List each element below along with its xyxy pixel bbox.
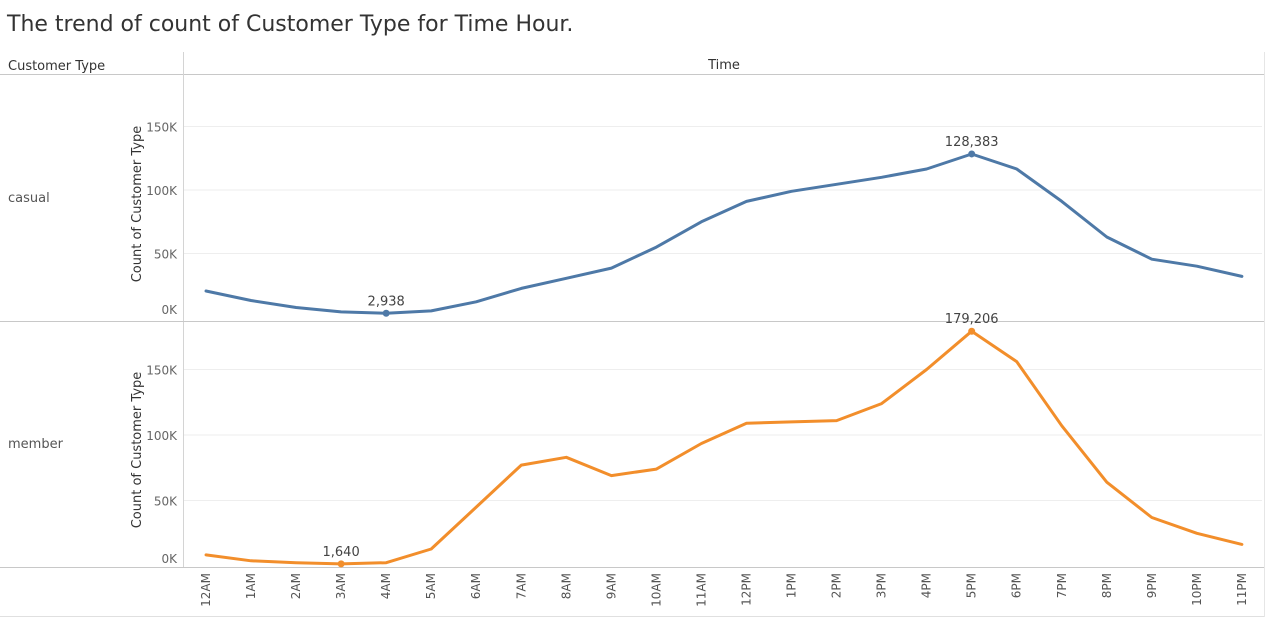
y-tick-label: 50K — [154, 248, 178, 262]
row-label-casual: casual — [8, 191, 50, 206]
row-label-member: member — [8, 437, 64, 452]
row-header: Customer Type — [8, 59, 105, 74]
x-tick-label: 8PM — [1100, 573, 1114, 598]
y-axis-title: Count of Customer Type — [130, 126, 145, 283]
x-tick-label: 8AM — [559, 573, 573, 599]
x-tick-label: 3AM — [334, 573, 348, 599]
y-tick-label: 100K — [146, 184, 178, 198]
x-tick-label: 1AM — [244, 573, 258, 599]
y-tick-label: 100K — [146, 429, 178, 443]
x-tick-labels: 12AM 1AM 2AM 3AM 4AM 5AM 6AM 7AM 8AM 9AM 10AM 11AM 1… — [199, 573, 1249, 607]
y-tick-label: 0K — [161, 552, 178, 566]
y-tick-label: 50K — [154, 495, 178, 509]
x-tick-label: 6PM — [1010, 573, 1024, 598]
x-tick-label: 11AM — [694, 573, 708, 607]
x-tick-label: 10AM — [649, 573, 663, 607]
x-tick-label: 1PM — [785, 573, 799, 598]
x-tick-label: 5AM — [424, 573, 438, 599]
data-point — [382, 309, 390, 317]
x-tick-label: 2PM — [830, 573, 844, 598]
y-axis-title: Count of Customer Type — [130, 372, 145, 529]
x-tick-label: 11PM — [1235, 573, 1249, 606]
data-label: 128,383 — [945, 135, 999, 150]
x-tick-label: 2AM — [289, 573, 303, 599]
x-tick-label: 6AM — [469, 573, 483, 599]
y-tick-label: 0K — [161, 303, 178, 317]
x-tick-label: 9PM — [1145, 573, 1159, 598]
x-tick-label: 7PM — [1055, 573, 1069, 598]
x-tick-label: 9AM — [604, 573, 618, 599]
x-tick-label: 7AM — [514, 573, 528, 599]
column-header: Time — [707, 58, 740, 73]
series-lines: 2,938 128,383 1,640 179,206 — [204, 135, 1244, 568]
y-tick-label: 150K — [146, 364, 178, 378]
data-label: 1,640 — [323, 545, 360, 560]
x-tick-label: 5PM — [965, 573, 979, 598]
data-point — [968, 150, 976, 158]
data-point — [968, 327, 976, 335]
series-line-member — [204, 329, 1244, 566]
x-tick-label: 10PM — [1190, 573, 1204, 606]
x-tick-label: 4PM — [920, 573, 934, 598]
data-label: 179,206 — [945, 312, 999, 327]
x-tick-label: 4AM — [379, 573, 393, 599]
chart-title: The trend of count of Customer Type for … — [7, 12, 574, 37]
x-tick-label: 3PM — [875, 573, 889, 598]
x-tick-label: 12PM — [739, 573, 753, 606]
series-line-casual — [204, 152, 1244, 315]
data-label: 2,938 — [368, 294, 405, 309]
chart-frame — [0, 52, 1265, 617]
x-tick-label: 12AM — [199, 573, 213, 607]
y-tick-label: 150K — [146, 121, 178, 135]
data-point — [337, 560, 345, 568]
